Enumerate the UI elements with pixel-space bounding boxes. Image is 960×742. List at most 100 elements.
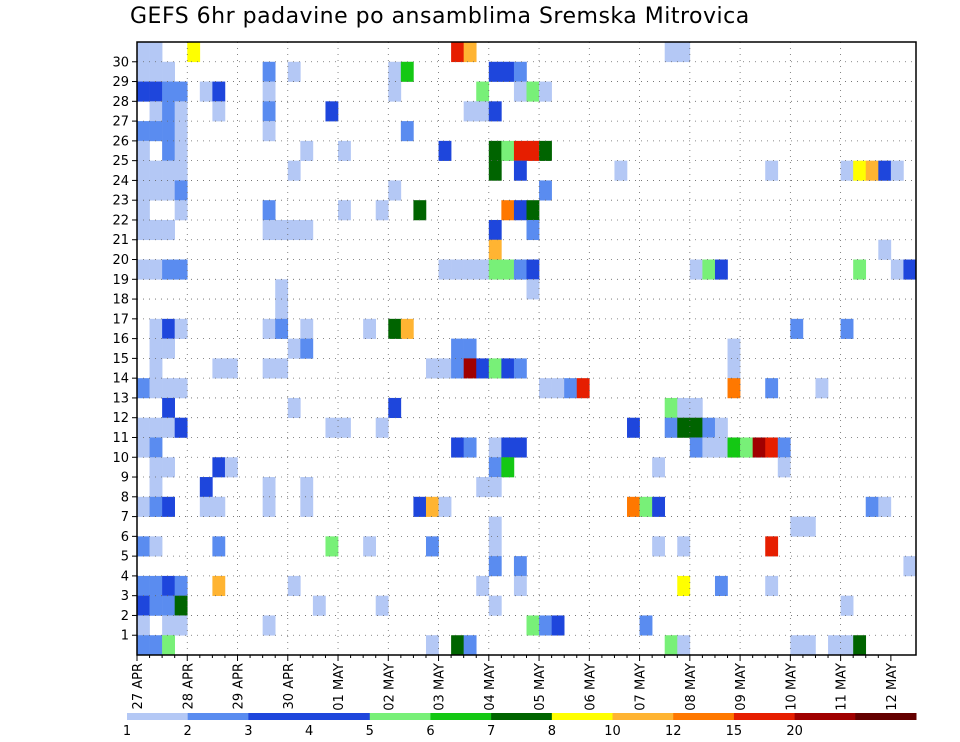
- heatmap-cell: [765, 575, 779, 596]
- heatmap-cell: [275, 318, 289, 339]
- heatmap-cell: [463, 635, 477, 656]
- x-tick-label: 12 MAY: [885, 663, 900, 711]
- cells-layer: [137, 42, 917, 656]
- heatmap-cell: [513, 160, 527, 181]
- heatmap-cell: [212, 81, 226, 102]
- y-tick-label: 14: [112, 372, 129, 387]
- heatmap-cell: [513, 81, 527, 102]
- heatmap-cell: [137, 180, 150, 201]
- heatmap-cell: [903, 556, 917, 577]
- heatmap-cell: [400, 318, 414, 339]
- heatmap-cell: [413, 496, 427, 517]
- heatmap-cell: [689, 259, 703, 280]
- legend-label: 3: [244, 724, 252, 739]
- heatmap-cell: [865, 496, 879, 517]
- heatmap-cell: [677, 536, 691, 557]
- heatmap-cell: [664, 397, 678, 419]
- heatmap-cell: [162, 457, 175, 478]
- heatmap-cell: [300, 140, 314, 161]
- heatmap-cell: [199, 496, 213, 517]
- heatmap-cell: [790, 635, 804, 656]
- heatmap-cell: [174, 200, 188, 221]
- heatmap-cell: [513, 140, 527, 161]
- heatmap-cell: [664, 635, 678, 656]
- x-tick-label: 01 MAY: [332, 663, 347, 711]
- heatmap-cell: [828, 635, 841, 656]
- heatmap-cell: [878, 160, 892, 181]
- legend-swatch: [369, 713, 431, 720]
- heatmap-cell: [488, 219, 502, 241]
- heatmap-cell: [488, 358, 502, 379]
- heatmap-cell: [714, 575, 728, 596]
- heatmap-cell: [162, 160, 175, 181]
- heatmap-cell: [287, 338, 301, 359]
- heatmap-cell: [413, 200, 427, 221]
- heatmap-cell: [162, 259, 175, 280]
- heatmap-cell: [488, 259, 502, 280]
- chart-title: GEFS 6hr padavine po ansamblima Sremska …: [130, 4, 750, 29]
- heatmap-cell: [677, 397, 691, 419]
- heatmap-cell: [137, 259, 150, 280]
- y-tick-label: 28: [112, 95, 129, 110]
- x-tick-label: 11 MAY: [835, 663, 850, 711]
- heatmap-cell: [174, 318, 188, 339]
- heatmap-cell: [287, 397, 301, 419]
- heatmap-cell: [539, 615, 552, 636]
- heatmap-cell: [325, 101, 339, 122]
- heatmap-cell: [438, 358, 452, 379]
- heatmap-cell: [149, 575, 163, 596]
- heatmap-cell: [300, 477, 314, 498]
- heatmap-cell: [400, 121, 414, 142]
- legend-label: 4: [305, 724, 313, 739]
- heatmap-cell: [262, 358, 276, 379]
- heatmap-cell: [878, 239, 892, 260]
- heatmap-cell: [174, 575, 188, 596]
- heatmap-cell: [488, 556, 502, 577]
- heatmap-cell: [388, 397, 402, 419]
- heatmap-cell: [639, 496, 653, 517]
- heatmap-cell: [488, 437, 502, 458]
- heatmap-cell: [727, 437, 741, 458]
- heatmap-cell: [388, 81, 402, 102]
- heatmap-cell: [702, 437, 716, 458]
- heatmap-cell: [262, 121, 276, 142]
- heatmap-cell: [501, 61, 515, 82]
- heatmap-cell: [526, 81, 540, 102]
- x-tick-label: 28 APR: [181, 663, 196, 709]
- heatmap-cell: [652, 496, 666, 517]
- legend-swatch: [248, 713, 310, 720]
- heatmap-cell: [451, 259, 464, 280]
- heatmap-cell: [162, 318, 175, 339]
- y-tick-label: 12: [112, 411, 129, 426]
- heatmap-cell: [765, 160, 779, 181]
- y-tick-label: 10: [112, 451, 129, 466]
- heatmap-cell: [425, 635, 439, 656]
- heatmap-cell: [287, 160, 301, 181]
- heatmap-cell: [714, 437, 728, 458]
- heatmap-cell: [853, 160, 867, 181]
- heatmap-cell: [526, 279, 540, 300]
- x-tick-label: 10 MAY: [784, 663, 799, 711]
- legend-label: 6: [426, 724, 434, 739]
- heatmap-cell: [137, 121, 150, 142]
- heatmap-cell: [488, 140, 502, 161]
- heatmap-cell: [174, 378, 188, 399]
- heatmap-cell: [300, 338, 314, 359]
- heatmap-cell: [551, 615, 565, 636]
- heatmap-cell: [162, 338, 175, 359]
- heatmap-cell: [149, 417, 163, 438]
- y-tick-label: 5: [121, 550, 129, 565]
- heatmap-cell: [224, 358, 238, 379]
- heatmap-cell: [149, 81, 163, 102]
- heatmap-cell: [400, 61, 414, 82]
- heatmap-cell: [375, 595, 389, 616]
- heatmap-cell: [463, 259, 477, 280]
- heatmap-cell: [790, 516, 804, 537]
- heatmap-cell: [488, 160, 502, 181]
- heatmap-cell: [388, 180, 402, 201]
- legend-label: 1: [123, 724, 131, 739]
- heatmap-cell: [476, 81, 490, 102]
- heatmap-cell: [162, 81, 175, 102]
- heatmap-cell: [451, 358, 464, 379]
- heatmap-cell: [539, 378, 552, 399]
